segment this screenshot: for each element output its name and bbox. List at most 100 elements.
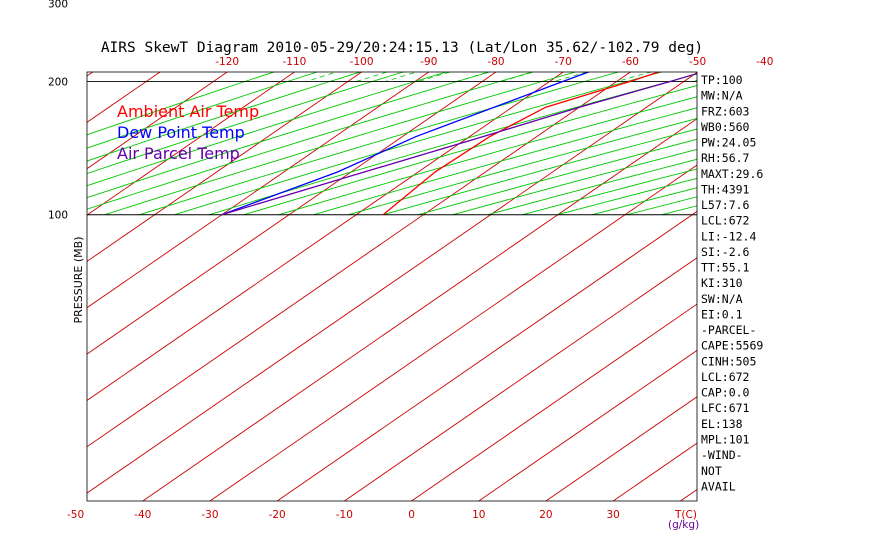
isotherm-line — [478, 349, 697, 501]
top-temp-tick-label: -80 — [487, 56, 504, 68]
dry-adiabat-line — [661, 205, 697, 216]
bottom-temp-tick-labels: -50 -40 -30 -20 -10 0 10 20 30 — [67, 509, 620, 521]
stability-index: TT:55.1 — [701, 261, 750, 275]
bottom-temp-tick-label: -20 — [269, 509, 286, 521]
isotherm-line — [344, 257, 697, 501]
isotherm-line — [276, 210, 697, 501]
legend-air-parcel-temp: Air Parcel Temp — [117, 144, 240, 163]
top-temp-tick-label: -40 — [756, 56, 773, 68]
profile-series — [221, 72, 697, 216]
dry-adiabat-line — [801, 0, 870, 215]
isotherm-line — [815, 72, 870, 501]
isotherm-line — [87, 72, 497, 355]
stability-index: PW:24.05 — [701, 136, 756, 150]
isotherm-line — [0, 72, 26, 501]
top-temp-tick-label: -70 — [555, 56, 572, 68]
mixing-ratio-lines — [781, 0, 870, 4]
stability-index: LI:-12.4 — [701, 229, 756, 243]
top-temp-tick-labels: -120 -110 -100 -90 -80 -70 -60 -50 -40 — [215, 56, 773, 68]
x-axis-unit-label: T(C) — [674, 509, 697, 521]
stability-index: -PARCEL- — [701, 323, 756, 337]
bottom-temp-tick-label: -40 — [134, 509, 151, 521]
pressure-tick-label: 300 — [48, 0, 68, 11]
stability-index: L57:7.6 — [701, 198, 750, 212]
dry-adiabat-line — [174, 72, 664, 216]
moist-adiabat-line — [866, 0, 870, 82]
plot-frame — [86, 71, 698, 502]
legend: Ambient Air Temp Dew Point Temp Air Parc… — [117, 102, 259, 163]
dry-adiabat-line — [452, 148, 697, 216]
isotherm-line — [87, 72, 697, 494]
bottom-temp-tick-label: 30 — [606, 509, 619, 521]
stability-index: -WIND- — [701, 448, 743, 462]
stability-index: CAP:0.0 — [701, 386, 750, 400]
top-temp-tick-label: -60 — [622, 56, 639, 68]
stability-index: TH:4391 — [701, 182, 750, 196]
top-temp-tick-label: -90 — [420, 56, 437, 68]
isotherm-line — [142, 118, 697, 501]
dry-adiabat-line — [243, 85, 697, 216]
top-temp-tick-label: -120 — [215, 56, 239, 68]
chart-title: AIRS SkewT Diagram 2010-05-29/20:24:15.1… — [101, 40, 703, 56]
stability-index: TP:100 — [701, 73, 743, 87]
stability-index: SW:N/A — [701, 292, 743, 306]
top-temp-tick-label: -50 — [689, 56, 706, 68]
stability-index: LCL:672 — [701, 214, 749, 228]
mixing-ratio-line — [822, 0, 870, 4]
pressure-tick-label: 100 — [48, 210, 68, 222]
stability-index: EI:0.1 — [701, 307, 743, 321]
stability-index: NOT — [701, 464, 722, 478]
isotherm-line — [209, 164, 697, 501]
bottom-temp-tick-label: -30 — [201, 509, 218, 521]
bottom-temp-tick-label: -50 — [67, 509, 84, 521]
legend-dew-point-temp: Dew Point Temp — [117, 123, 245, 142]
stability-index: RH:56.7 — [701, 151, 750, 165]
mixing-ratio-unit-label: (g/kg) — [668, 519, 699, 531]
dry-adiabat-line — [313, 107, 697, 216]
stability-index: MW:N/A — [701, 89, 743, 103]
isotherm-line — [87, 72, 228, 170]
pressure-tick-labels: 1002003004005006007008009001000 — [48, 0, 68, 222]
isotherm-line — [87, 72, 362, 262]
pressure-tick-label: 200 — [48, 77, 68, 89]
isotherm-line — [411, 303, 697, 501]
isotherm-line — [748, 72, 870, 501]
stability-index: LFC:671 — [701, 401, 750, 415]
dry-adiabat-line — [836, 0, 870, 215]
stability-index: MPL:101 — [701, 432, 750, 446]
isotherm-line — [545, 396, 697, 501]
y-axis-label: PRESSURE (MB) — [72, 237, 85, 324]
top-temp-tick-label: -110 — [282, 56, 306, 68]
moist-adiabat-line — [779, 0, 870, 82]
bottom-temp-tick-label: -10 — [336, 509, 353, 521]
isotherm-line — [87, 72, 295, 216]
mixing-ratio-line — [781, 0, 870, 4]
stability-index: MAXT:29.6 — [701, 167, 763, 181]
stability-index: CAPE:5569 — [701, 339, 763, 353]
bottom-temp-tick-label: 0 — [408, 509, 415, 521]
top-temp-tick-label: -100 — [350, 56, 374, 68]
stability-index: WB0:560 — [701, 120, 750, 134]
moist-adiabat-line — [692, 79, 697, 82]
air-parcel-temp-line — [221, 72, 697, 216]
stability-index: AVAIL — [701, 479, 736, 493]
isotherm-line — [87, 72, 430, 309]
stability-index: SI:-2.6 — [701, 245, 750, 259]
stability-index: LCL:672 — [701, 370, 749, 384]
bottom-temp-tick-label: 20 — [539, 509, 552, 521]
isobar-lines — [87, 81, 697, 216]
isotherm-line — [87, 72, 631, 448]
stability-index: FRZ:603 — [701, 104, 750, 118]
stability-index: KI:310 — [701, 276, 743, 290]
plot-area — [0, 0, 870, 501]
legend-ambient-air-temp: Ambient Air Temp — [117, 102, 259, 121]
dry-adiabat-line — [731, 0, 870, 215]
stability-index: EL:138 — [701, 417, 743, 431]
dry-adiabat-line — [766, 0, 870, 215]
dew-point-temp-line — [221, 72, 591, 216]
bottom-temp-tick-label: 10 — [472, 509, 485, 521]
ambient-air-temp-line — [382, 72, 661, 216]
dry-adiabat-line — [383, 128, 697, 216]
